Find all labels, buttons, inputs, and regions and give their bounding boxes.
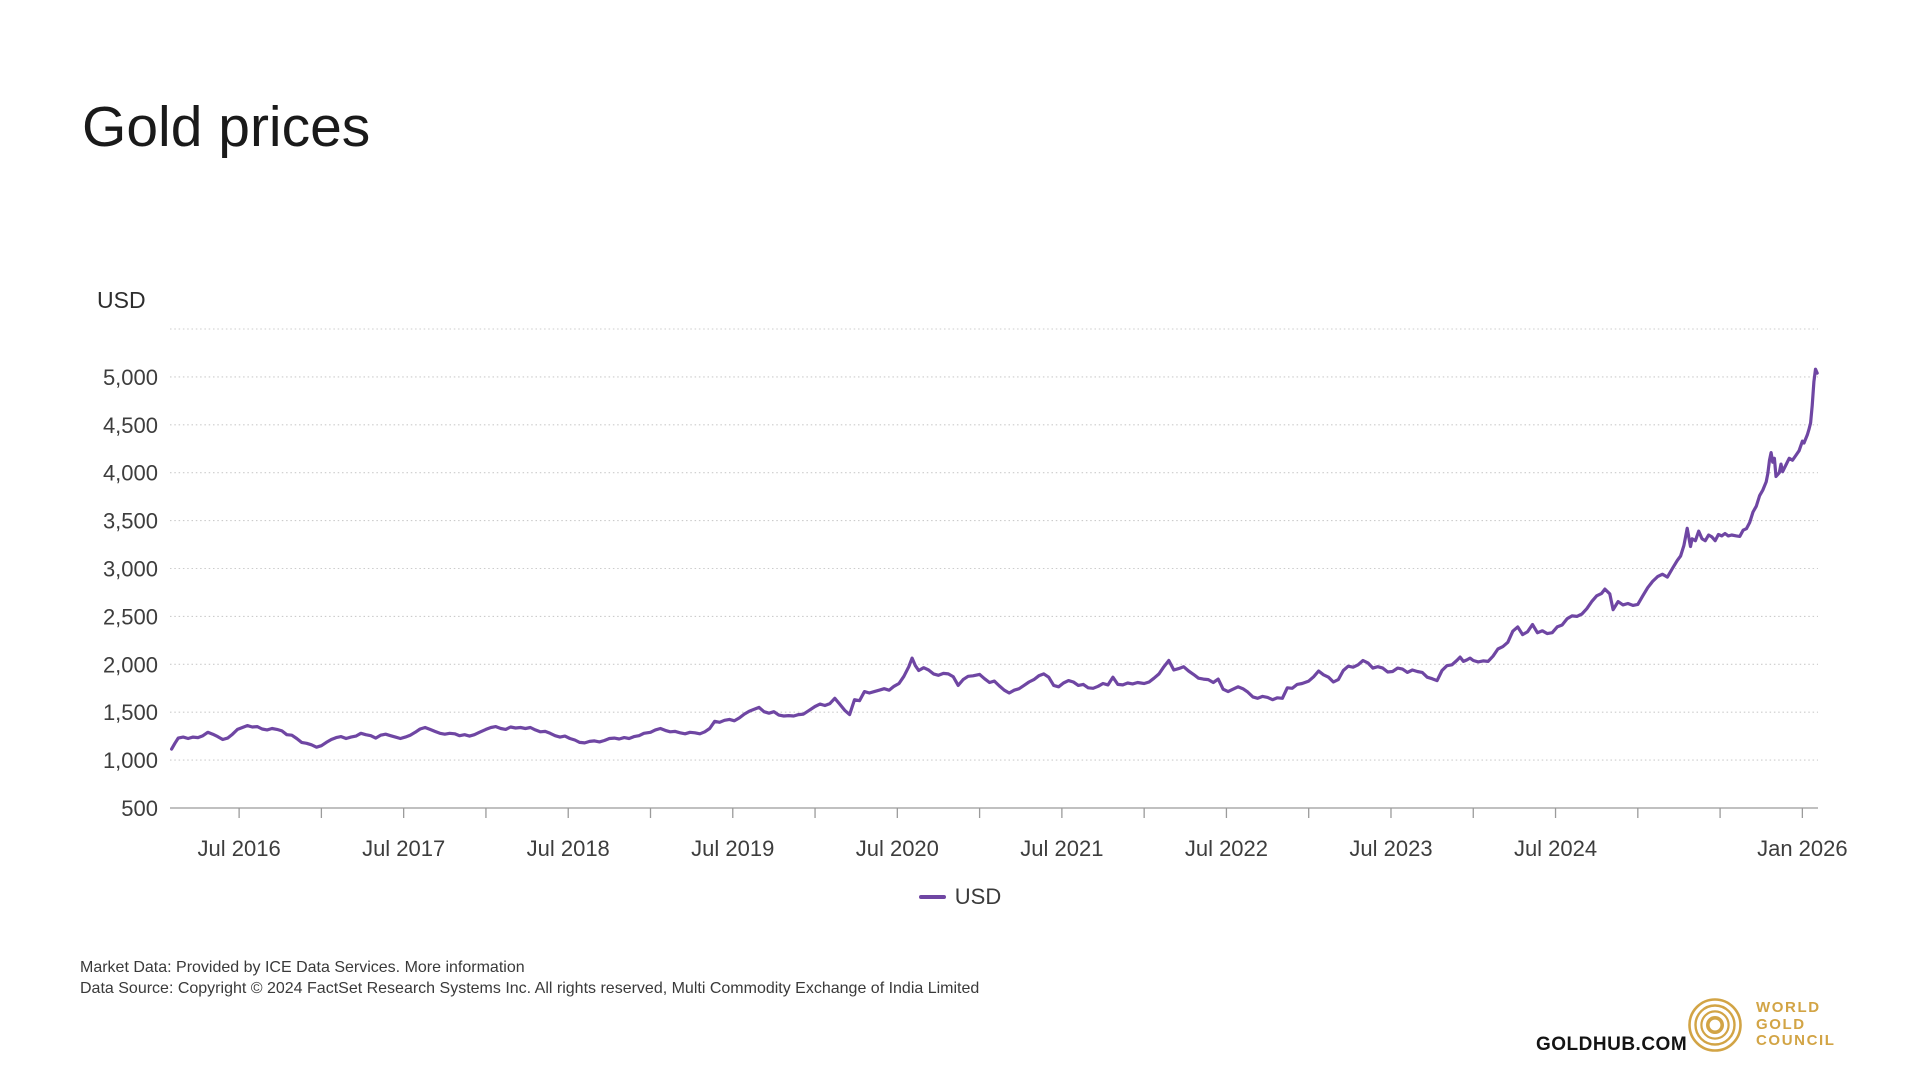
- footer-market-data-line: Market Data: Provided by ICE Data Servic…: [80, 957, 979, 978]
- svg-text:3,000: 3,000: [103, 557, 158, 582]
- svg-text:Jan 2026: Jan 2026: [1757, 836, 1848, 861]
- svg-text:Jul 2018: Jul 2018: [527, 836, 610, 861]
- svg-text:Jul 2017: Jul 2017: [362, 836, 445, 861]
- svg-text:3,500: 3,500: [103, 509, 158, 534]
- footer-notes: Market Data: Provided by ICE Data Servic…: [80, 957, 979, 999]
- svg-text:Jul 2021: Jul 2021: [1020, 836, 1103, 861]
- svg-text:500: 500: [121, 796, 158, 821]
- svg-text:Jul 2023: Jul 2023: [1349, 836, 1432, 861]
- svg-text:4,500: 4,500: [103, 413, 158, 438]
- svg-text:1,000: 1,000: [103, 748, 158, 773]
- y-axis-title: USD: [97, 287, 146, 313]
- legend-line-swatch: [918, 895, 946, 899]
- svg-text:5,000: 5,000: [103, 365, 158, 390]
- svg-text:2,000: 2,000: [103, 652, 158, 677]
- svg-text:4,000: 4,000: [103, 461, 158, 486]
- svg-text:2,500: 2,500: [103, 604, 158, 629]
- more-information-link[interactable]: More information: [404, 959, 525, 976]
- footer-data-source-line: Data Source: Copyright © 2024 FactSet Re…: [80, 980, 980, 997]
- legend-label: USD: [954, 884, 1002, 909]
- y-gridlines: [170, 328, 1818, 761]
- svg-text:1,500: 1,500: [103, 700, 158, 725]
- x-axis-labels: Jul 2016 Jul 2017 Jul 2018 Jul 2019 Jul 2020…: [198, 836, 1848, 861]
- legend-item-usd[interactable]: USD: [918, 884, 1002, 910]
- svg-text:Jul 2019: Jul 2019: [691, 836, 774, 861]
- market-data-text: Market Data: Provided by ICE Data Servic…: [80, 959, 405, 976]
- svg-text:Jul 2020: Jul 2020: [856, 836, 939, 861]
- y-axis-labels: 500 1,000 1,500 2,000 2,500 3,000 3,500 4,000 4,…: [103, 365, 158, 821]
- svg-text:Jul 2024: Jul 2024: [1514, 836, 1597, 861]
- chart-legend: USD: [0, 884, 1920, 910]
- svg-text:Jul 2022: Jul 2022: [1185, 836, 1268, 861]
- svg-text:Jul 2016: Jul 2016: [198, 836, 281, 861]
- x-axis-ticks: [238, 808, 1804, 818]
- page-title: Gold prices: [82, 95, 371, 160]
- usd-price-line: [170, 367, 1819, 751]
